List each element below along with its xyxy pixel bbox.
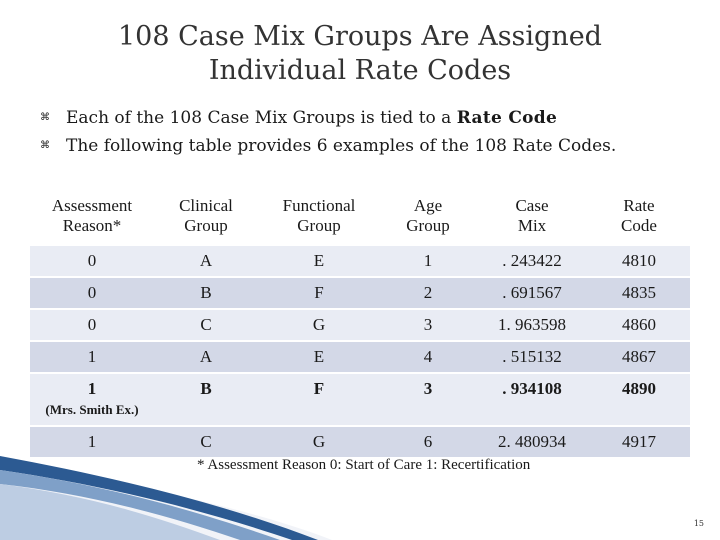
cell-assessment-reason: 1 (Mrs. Smith Ex.) — [30, 372, 154, 426]
cell-rate-code: 4810 — [588, 242, 690, 277]
cell-rate-code: 4860 — [588, 308, 690, 341]
cell-assessment-reason: 0 — [30, 308, 154, 341]
header-age-group: Age Group — [380, 192, 476, 246]
example-note: (Mrs. Smith Ex.) — [45, 402, 139, 417]
cell-clinical-group: A — [154, 340, 258, 373]
cell-clinical-group: C — [154, 308, 258, 341]
decorative-swoosh — [0, 456, 332, 540]
bullet-icon: ⌘ — [40, 112, 50, 123]
cell-case-mix: 1. 963598 — [476, 308, 588, 341]
cell-functional-group: E — [258, 242, 380, 277]
cell-assessment-reason: 0 — [30, 242, 154, 277]
bullet-icon: ⌘ — [40, 140, 50, 151]
cell-rate-code: 4890 — [588, 372, 690, 426]
bullet-text: Each of the 108 Case Mix Groups is tied … — [66, 108, 558, 128]
cell-age-group: 6 — [380, 425, 476, 457]
table-row: 1 C G 6 2. 480934 4917 — [30, 425, 690, 457]
table-row: 1 A E 4 . 515132 4867 — [30, 340, 690, 373]
bullet-item: ⌘ The following table provides 6 example… — [40, 132, 700, 160]
header-assessment-reason: Assessment Reason* — [30, 192, 154, 246]
title-line-2: Individual Rate Codes — [208, 55, 512, 86]
cell-functional-group: G — [258, 425, 380, 457]
cell-age-group: 4 — [380, 340, 476, 373]
header-case-mix: Case Mix — [476, 192, 588, 246]
bullet-item: ⌘ Each of the 108 Case Mix Groups is tie… — [40, 104, 700, 132]
cell-clinical-group: B — [154, 276, 258, 309]
table-row: 0 C G 3 1. 963598 4860 — [30, 308, 690, 341]
header-functional-group: Functional Group — [258, 192, 380, 246]
cell-case-mix: . 515132 — [476, 340, 588, 373]
cell-age-group: 3 — [380, 372, 476, 426]
cell-case-mix: . 243422 — [476, 242, 588, 277]
cell-age-group: 2 — [380, 276, 476, 309]
cell-assessment-reason: 0 — [30, 276, 154, 309]
page-number: 15 — [693, 519, 704, 528]
cell-clinical-group: A — [154, 242, 258, 277]
cell-age-group: 3 — [380, 308, 476, 341]
cell-functional-group: F — [258, 372, 380, 426]
header-clinical-group: Clinical Group — [154, 192, 258, 246]
cell-functional-group: G — [258, 308, 380, 341]
cell-case-mix: . 691567 — [476, 276, 588, 309]
header-rate-code: Rate Code — [588, 192, 690, 246]
table-row: 0 B F 2 . 691567 4835 — [30, 276, 690, 309]
cell-functional-group: F — [258, 276, 380, 309]
table-row: 0 A E 1 . 243422 4810 — [30, 242, 690, 277]
title-line-1: 108 Case Mix Groups Are Assigned — [118, 21, 602, 52]
table-row-highlighted: 1 (Mrs. Smith Ex.) B F 3 . 934108 4890 — [30, 372, 690, 426]
rate-code-emphasis: Rate Code — [456, 108, 558, 128]
cell-case-mix: . 934108 — [476, 372, 588, 426]
rate-code-table: Assessment Reason* Clinical Group Function… — [30, 192, 690, 457]
footnote: * Assessment Reason 0: Start of Care 1: … — [197, 457, 531, 473]
cell-assessment-reason: 1 — [30, 425, 154, 457]
bullet-list: ⌘ Each of the 108 Case Mix Groups is tie… — [40, 104, 700, 160]
cell-rate-code: 4867 — [588, 340, 690, 373]
cell-case-mix: 2. 480934 — [476, 425, 588, 457]
cell-age-group: 1 — [380, 242, 476, 277]
bullet-text: The following table provides 6 examples … — [66, 136, 617, 156]
cell-clinical-group: C — [154, 425, 258, 457]
cell-assessment-reason: 1 — [30, 340, 154, 373]
cell-rate-code: 4835 — [588, 276, 690, 309]
cell-functional-group: E — [258, 340, 380, 373]
table-header-row: Assessment Reason* Clinical Group Function… — [30, 192, 690, 246]
cell-clinical-group: B — [154, 372, 258, 426]
slide-title: 108 Case Mix Groups Are Assigned Individ… — [0, 20, 720, 88]
cell-rate-code: 4917 — [588, 425, 690, 457]
